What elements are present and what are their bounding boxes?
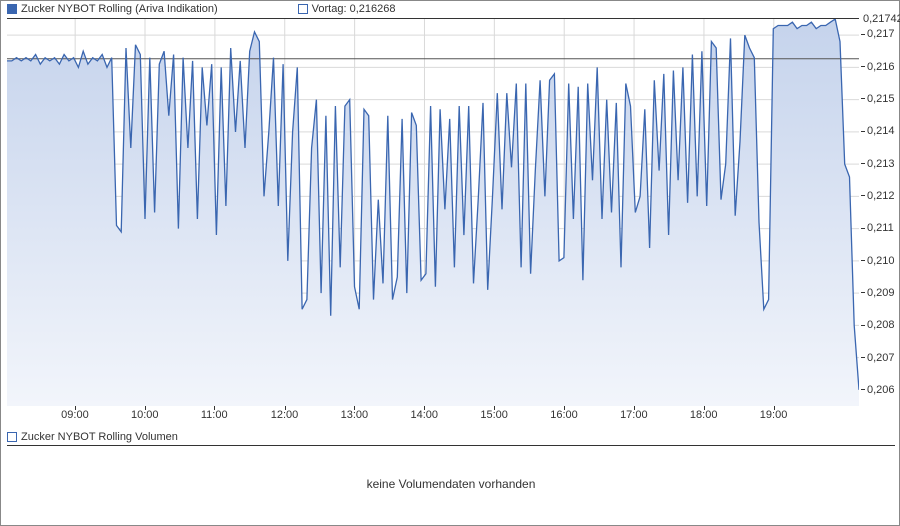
y-tick-label: 0,207 xyxy=(861,352,895,364)
legend-series: Zucker NYBOT Rolling (Ariva Indikation) xyxy=(7,3,218,15)
y-tick-label: 0,209 xyxy=(861,287,895,299)
y-tick-label: 0,214 xyxy=(861,125,895,137)
y-tick-label: 0,206 xyxy=(861,384,895,396)
volume-panel: keine Volumendaten vorhanden xyxy=(7,445,895,521)
y-tick-label: 0,213 xyxy=(861,158,895,170)
prev-label: Vortag: 0,216268 xyxy=(312,3,396,15)
legend-top: Zucker NYBOT Rolling (Ariva Indikation) … xyxy=(7,3,395,15)
y-tick-label: 0,216 xyxy=(861,61,895,73)
prev-swatch-icon xyxy=(298,4,308,14)
y-axis: 0,206 0,207 0,208 0,209 0,210 0,211 0,212 0,213… xyxy=(861,18,899,406)
chart-container: Zucker NYBOT Rolling (Ariva Indikation) … xyxy=(0,0,900,526)
y-tick-label: 0,212 xyxy=(861,190,895,202)
x-tick-label: 18:00 xyxy=(690,409,718,421)
no-volume-text: keine Volumendaten vorhanden xyxy=(367,477,536,491)
x-tick-label: 14:00 xyxy=(410,409,438,421)
x-tick-label: 17:00 xyxy=(620,409,648,421)
x-axis: 09:00 10:00 11:00 12:00 13:00 14:00 15:00 16:00… xyxy=(7,407,859,427)
x-tick-label: 09:00 xyxy=(61,409,89,421)
series-swatch-icon xyxy=(7,4,17,14)
x-tick-label: 12:00 xyxy=(271,409,299,421)
x-tick-label: 19:00 xyxy=(760,409,788,421)
legend-prev: Vortag: 0,216268 xyxy=(298,3,396,15)
volume-swatch-icon xyxy=(7,432,17,442)
y-tick-label: 0,211 xyxy=(861,222,894,234)
series-label: Zucker NYBOT Rolling (Ariva Indikation) xyxy=(21,3,218,15)
y-tick-label: 0,210 xyxy=(861,255,895,267)
y-tick-label: 0,208 xyxy=(861,319,895,331)
x-tick-label: 15:00 xyxy=(480,409,508,421)
y-tick-label: 0,215 xyxy=(861,93,895,105)
x-tick-label: 10:00 xyxy=(131,409,159,421)
volume-label: Zucker NYBOT Rolling Volumen xyxy=(21,431,178,443)
legend-volume: Zucker NYBOT Rolling Volumen xyxy=(7,431,178,443)
x-tick-label: 13:00 xyxy=(341,409,369,421)
x-tick-label: 16:00 xyxy=(550,409,578,421)
x-tick-label: 11:00 xyxy=(201,409,228,421)
price-chart[interactable] xyxy=(7,18,859,406)
y-tick-label: 0,217 xyxy=(861,28,895,40)
chart-svg xyxy=(7,19,859,406)
